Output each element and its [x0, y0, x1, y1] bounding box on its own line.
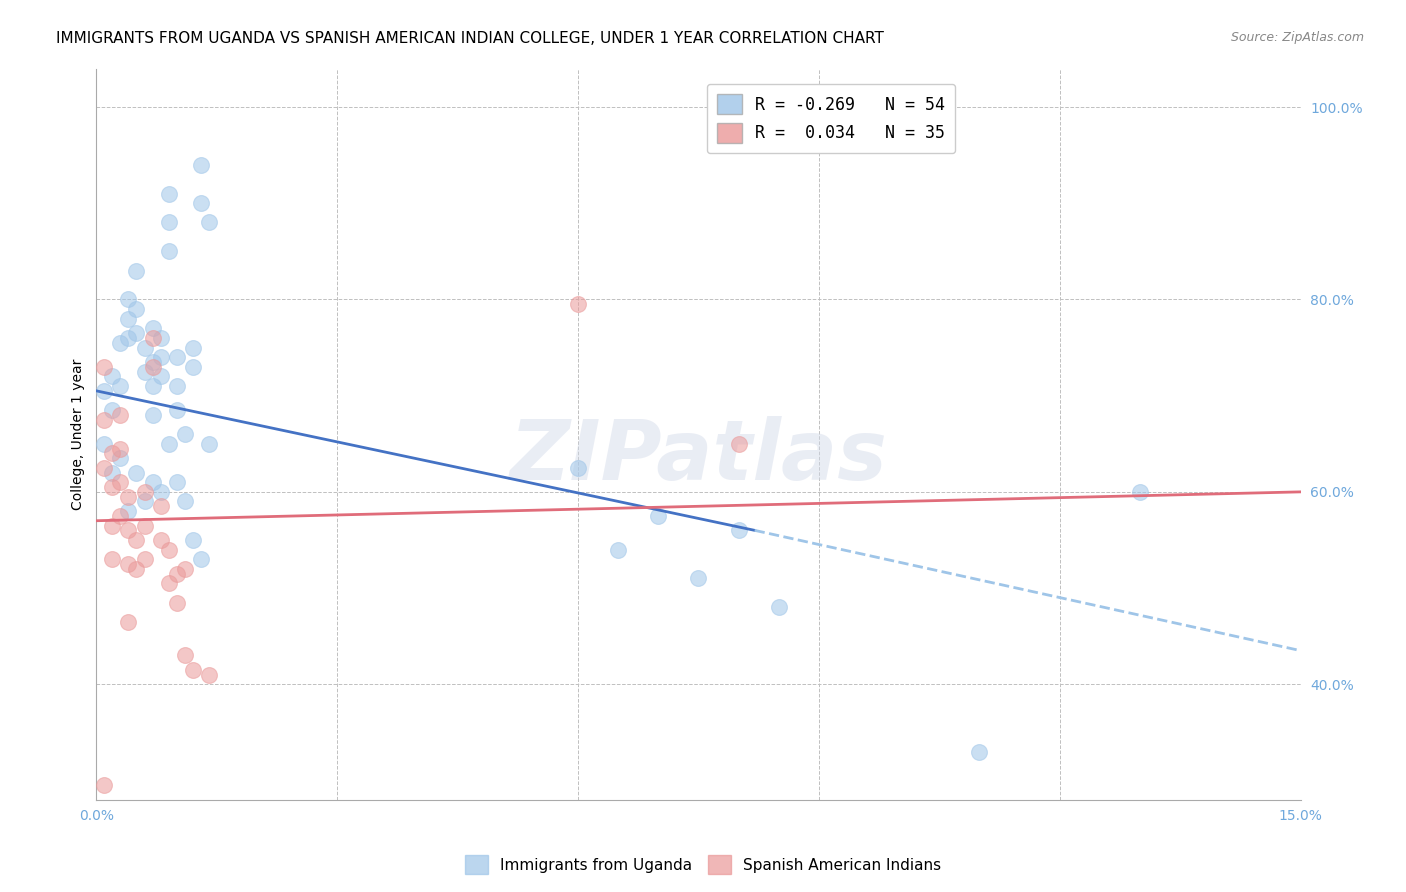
- Point: [166, 595, 188, 609]
- Point: [969, 745, 991, 759]
- Point: [101, 466, 124, 480]
- Point: [141, 355, 163, 369]
- Point: [101, 480, 124, 494]
- Point: [157, 244, 180, 259]
- Point: [166, 403, 188, 417]
- Point: [149, 484, 172, 499]
- Text: IMMIGRANTS FROM UGANDA VS SPANISH AMERICAN INDIAN COLLEGE, UNDER 1 YEAR CORRELAT: IMMIGRANTS FROM UGANDA VS SPANISH AMERIC…: [56, 31, 884, 46]
- Point: [125, 326, 148, 340]
- Point: [190, 158, 212, 172]
- Point: [93, 413, 115, 427]
- Point: [157, 436, 180, 450]
- Point: [149, 331, 172, 345]
- Legend: R = -0.269   N = 54, R =  0.034   N = 35: R = -0.269 N = 54, R = 0.034 N = 35: [707, 84, 955, 153]
- Point: [190, 196, 212, 211]
- Point: [117, 490, 139, 504]
- Point: [110, 335, 132, 350]
- Point: [134, 341, 156, 355]
- Point: [110, 408, 132, 422]
- Point: [567, 460, 589, 475]
- Point: [197, 215, 219, 229]
- Point: [117, 293, 139, 307]
- Point: [93, 359, 115, 374]
- Point: [93, 460, 115, 475]
- Point: [101, 518, 124, 533]
- Point: [166, 475, 188, 490]
- Point: [141, 359, 163, 374]
- Point: [134, 484, 156, 499]
- Point: [173, 648, 195, 663]
- Point: [134, 552, 156, 566]
- Point: [110, 442, 132, 456]
- Point: [141, 321, 163, 335]
- Point: [117, 615, 139, 629]
- Point: [166, 350, 188, 364]
- Point: [197, 436, 219, 450]
- Point: [93, 384, 115, 398]
- Point: [101, 446, 124, 460]
- Point: [125, 533, 148, 547]
- Point: [181, 341, 204, 355]
- Point: [197, 667, 219, 681]
- Point: [125, 301, 148, 316]
- Point: [134, 365, 156, 379]
- Point: [1129, 484, 1152, 499]
- Point: [110, 475, 132, 490]
- Point: [101, 369, 124, 384]
- Point: [157, 215, 180, 229]
- Point: [134, 494, 156, 508]
- Point: [141, 475, 163, 490]
- Point: [727, 524, 749, 538]
- Point: [117, 331, 139, 345]
- Point: [181, 533, 204, 547]
- Point: [110, 508, 132, 523]
- Point: [110, 379, 132, 393]
- Point: [117, 524, 139, 538]
- Point: [141, 408, 163, 422]
- Point: [607, 542, 630, 557]
- Point: [134, 518, 156, 533]
- Text: Source: ZipAtlas.com: Source: ZipAtlas.com: [1230, 31, 1364, 45]
- Point: [93, 778, 115, 792]
- Point: [149, 369, 172, 384]
- Point: [110, 451, 132, 466]
- Point: [727, 436, 749, 450]
- Point: [117, 557, 139, 571]
- Point: [157, 542, 180, 557]
- Point: [141, 379, 163, 393]
- Point: [181, 359, 204, 374]
- Point: [173, 562, 195, 576]
- Point: [173, 427, 195, 442]
- Point: [141, 331, 163, 345]
- Y-axis label: College, Under 1 year: College, Under 1 year: [72, 359, 86, 510]
- Point: [149, 350, 172, 364]
- Point: [157, 576, 180, 591]
- Point: [149, 533, 172, 547]
- Point: [125, 466, 148, 480]
- Point: [768, 600, 790, 615]
- Point: [166, 566, 188, 581]
- Point: [125, 263, 148, 277]
- Point: [149, 500, 172, 514]
- Point: [101, 403, 124, 417]
- Point: [117, 504, 139, 518]
- Point: [181, 663, 204, 677]
- Point: [190, 552, 212, 566]
- Point: [157, 186, 180, 201]
- Point: [688, 572, 710, 586]
- Point: [173, 494, 195, 508]
- Legend: Immigrants from Uganda, Spanish American Indians: Immigrants from Uganda, Spanish American…: [458, 849, 948, 880]
- Point: [567, 297, 589, 311]
- Point: [166, 379, 188, 393]
- Point: [125, 562, 148, 576]
- Point: [101, 552, 124, 566]
- Point: [93, 436, 115, 450]
- Text: ZIPatlas: ZIPatlas: [509, 416, 887, 497]
- Point: [117, 311, 139, 326]
- Point: [647, 508, 669, 523]
